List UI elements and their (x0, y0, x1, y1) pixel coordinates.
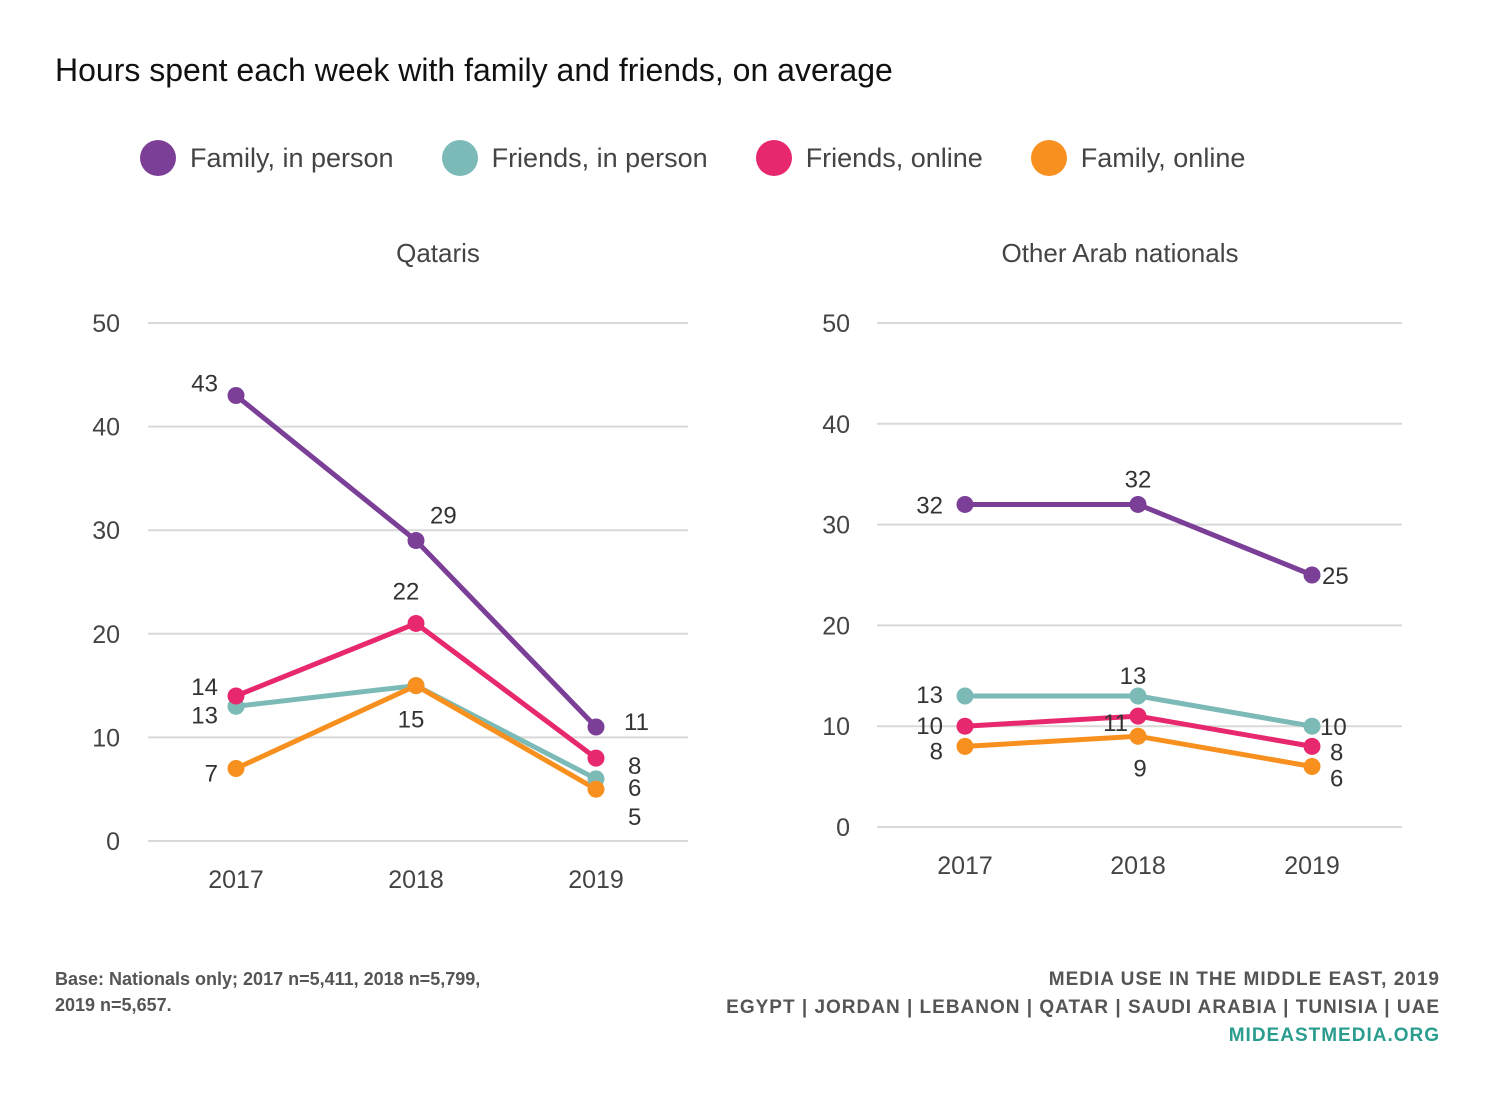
data-label-family-in-person: 25 (1322, 563, 1349, 590)
data-label-friends-in-person: 13 (1120, 663, 1147, 690)
data-point-friends-online (1129, 707, 1147, 725)
data-label-family-online: 5 (628, 804, 641, 831)
data-label-friends-online: 11 (1103, 710, 1128, 737)
data-point-family-online (1303, 758, 1321, 776)
data-point-friends-in-person (1129, 687, 1147, 705)
y-tick-label: 50 (92, 310, 120, 338)
x-tick-label: 2017 (208, 866, 264, 894)
base-note-line-2: 2019 n=5,657. (55, 995, 172, 1015)
data-label-family-online: 7 (205, 760, 218, 787)
data-point-family-in-person (956, 495, 974, 513)
data-label-friends-online: 8 (1330, 739, 1343, 766)
legend-swatch-friends-online (755, 140, 792, 176)
legend-item-family-online: Family, online (1030, 140, 1246, 176)
data-label-family-in-person: 43 (191, 371, 218, 398)
source-line-2: EGYPT | JORDAN | LEBANON | QATAR | SAUDI… (726, 997, 1440, 1018)
legend: Family, in person Friends, in person Fri… (140, 140, 1293, 176)
data-point-family-in-person (587, 718, 605, 736)
base-note-line-1: Base: Nationals only; 2017 n=5,411, 2018… (55, 969, 481, 989)
y-tick-label: 40 (822, 411, 850, 439)
panel-title-other-arab-nationals: Other Arab nationals (1001, 238, 1238, 268)
data-label-friends-online: 22 (393, 578, 420, 605)
chart-title: Hours spent each week with family and fr… (55, 52, 893, 88)
footer-base-note: Base: Nationals only; 2017 n=5,411, 2018… (55, 966, 615, 1018)
source-line-1: MEDIA USE IN THE MIDDLE EAST, 2019 (1048, 969, 1440, 990)
x-tick-label: 2019 (1284, 852, 1340, 880)
y-tick-label: 20 (92, 621, 120, 649)
data-point-friends-online (1303, 737, 1321, 755)
data-point-friends-in-person (1303, 717, 1321, 735)
data-label-family-online: 8 (930, 738, 943, 765)
data-label-family-in-person: 32 (1125, 466, 1152, 493)
series-line-family-in-person (962, 501, 1315, 578)
data-label-family-in-person: 32 (916, 492, 943, 519)
data-point-friends-in-person (956, 687, 974, 705)
data-point-friends-online (407, 614, 425, 632)
y-tick-label: 30 (92, 517, 120, 545)
y-tick-label: 10 (92, 724, 120, 752)
legend-item-friends-online: Friends, online (755, 140, 983, 176)
data-label-family-online: 6 (1330, 766, 1343, 793)
legend-item-family-in-person: Family, in person (140, 140, 394, 176)
data-label-friends-in-person: 13 (916, 682, 943, 709)
legend-label: Family, in person (190, 142, 394, 173)
data-point-family-online (407, 677, 425, 695)
x-tick-label: 2018 (1110, 852, 1166, 880)
x-tick-label: 2018 (388, 866, 444, 894)
data-label-friends-online: 8 (628, 753, 641, 780)
y-tick-label: 50 (822, 310, 850, 338)
y-tick-label: 30 (822, 512, 850, 540)
data-label-friends-in-person: 13 (191, 702, 218, 729)
x-tick-label: 2019 (568, 866, 624, 894)
y-tick-label: 40 (92, 414, 120, 442)
data-point-friends-online (956, 717, 974, 735)
y-tick-label: 0 (836, 814, 850, 842)
data-label-friends-online: 10 (916, 713, 943, 740)
y-tick-label: 20 (822, 612, 850, 640)
data-point-family-online (587, 780, 605, 798)
legend-label: Friends, online (805, 142, 983, 173)
data-point-family-in-person (407, 532, 425, 550)
legend-label: Family, online (1080, 142, 1246, 173)
data-label-family-in-person: 29 (430, 503, 457, 530)
data-point-family-online (227, 759, 245, 777)
data-label-family-online: 9 (1133, 755, 1146, 782)
data-point-family-online (1129, 727, 1147, 745)
panel-title-qataris: Qataris (396, 238, 480, 268)
data-label-friends-in-person: 6 (628, 775, 641, 802)
x-tick-label: 2017 (937, 852, 993, 880)
data-point-family-in-person (1129, 495, 1147, 513)
data-point-friends-online (227, 687, 245, 705)
data-label-friends-online: 14 (191, 674, 218, 701)
legend-label: Friends, in person (491, 142, 708, 173)
legend-swatch-family-in-person (140, 140, 176, 176)
legend-swatch-family-online (1030, 140, 1067, 176)
data-label-family-in-person: 11 (624, 709, 649, 736)
source-site-link[interactable]: MIDEASTMEDIA.ORG (1228, 1025, 1440, 1046)
legend-item-friends-in-person: Friends, in person (441, 140, 708, 176)
data-point-friends-online (587, 749, 605, 767)
y-tick-label: 0 (106, 828, 120, 856)
data-label-friends-in-person: 10 (1320, 714, 1347, 741)
data-label-friends-in-person: 15 (398, 707, 425, 734)
data-point-family-in-person (227, 387, 245, 405)
data-point-family-in-person (1303, 566, 1321, 584)
y-tick-label: 10 (822, 713, 850, 741)
legend-swatch-friends-in-person (441, 140, 478, 176)
data-point-family-online (956, 737, 974, 755)
footer-source: MEDIA USE IN THE MIDDLE EAST, 2019 EGYPT… (726, 966, 1440, 1050)
